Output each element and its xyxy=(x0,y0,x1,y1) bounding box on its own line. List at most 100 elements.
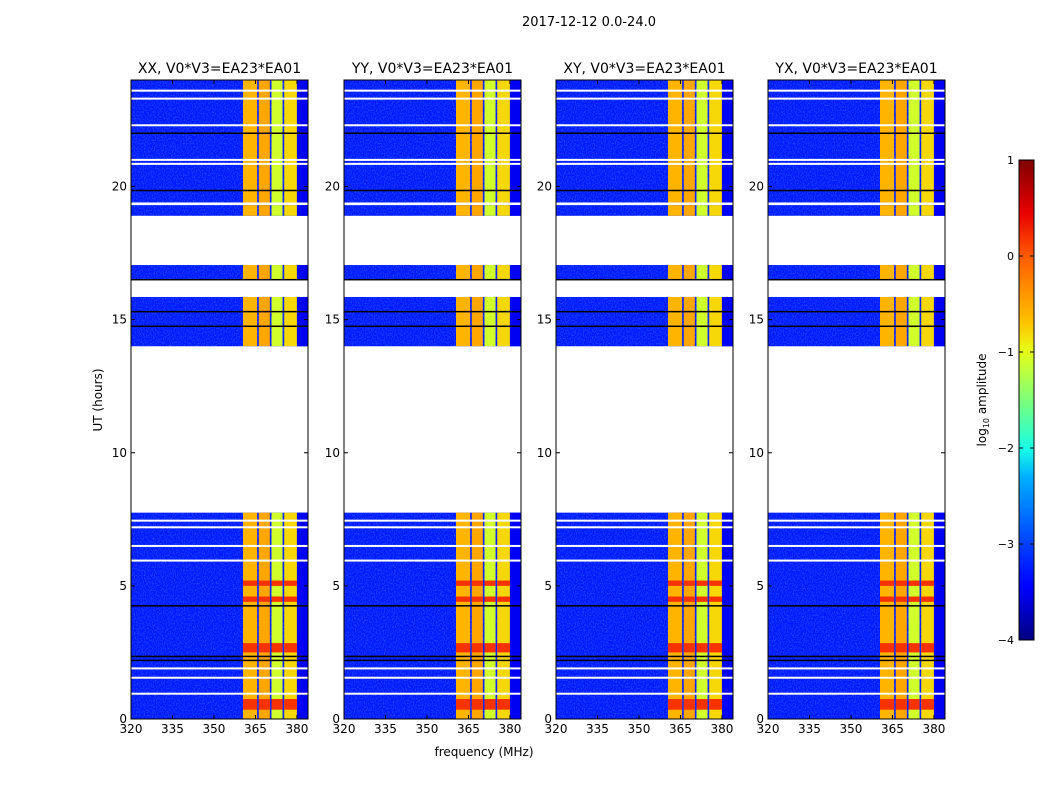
hot-cell xyxy=(271,643,283,653)
flagged-line xyxy=(768,676,945,679)
colorbar-label-sub: 10 xyxy=(982,418,991,428)
hot-cell xyxy=(908,643,920,653)
x-tick-label: 320 xyxy=(545,722,568,736)
rfi-column xyxy=(696,265,708,280)
flagged-line xyxy=(131,559,308,562)
flagged-line xyxy=(768,89,945,92)
y-tick-label: 5 xyxy=(544,579,552,593)
rfi-column xyxy=(908,80,920,203)
hot-cell xyxy=(895,596,907,602)
x-tick-label: 350 xyxy=(203,722,226,736)
rfi-column xyxy=(497,296,510,347)
rfi-column xyxy=(471,205,483,216)
hot-cell xyxy=(921,596,934,602)
hot-cell xyxy=(471,699,483,710)
rfi-column xyxy=(921,265,934,280)
rfi-column xyxy=(683,296,695,347)
rfi-column xyxy=(271,205,283,216)
hot-cell xyxy=(471,580,483,586)
panel-frame xyxy=(555,79,734,720)
y-tick-label: 15 xyxy=(537,313,552,327)
hot-cell xyxy=(456,596,471,602)
flagged-line xyxy=(131,97,308,100)
y-tick-label: 0 xyxy=(756,712,764,726)
hot-cell xyxy=(709,596,722,602)
hot-cell xyxy=(895,643,907,653)
flagged-line xyxy=(556,89,733,92)
zero-line xyxy=(556,310,733,313)
panel-title: YY, V0*V3=EA23*EA01 xyxy=(351,61,513,77)
hot-cell xyxy=(284,643,297,653)
band-edge xyxy=(933,296,945,347)
rfi-column xyxy=(709,205,722,216)
y-tick-label: 20 xyxy=(325,180,340,194)
rfi-column xyxy=(895,265,907,280)
flagged-line xyxy=(556,526,733,529)
hot-cell xyxy=(880,596,895,602)
hot-cell xyxy=(696,699,708,710)
heatmap-area xyxy=(556,80,733,719)
hot-cell xyxy=(880,643,895,653)
zero-line xyxy=(768,310,945,313)
y-tick-label: 5 xyxy=(756,579,764,593)
noise-texture xyxy=(344,205,521,216)
rfi-column xyxy=(284,205,297,216)
band-edge xyxy=(933,205,945,216)
hot-cell xyxy=(456,580,471,586)
hot-cell xyxy=(243,699,258,710)
flagged-line xyxy=(131,124,308,127)
zero-line xyxy=(768,605,945,607)
zero-line xyxy=(131,310,308,313)
rfi-column xyxy=(921,296,934,347)
rfi-column xyxy=(683,80,695,203)
colorbar-label-rest: amplitude xyxy=(975,354,989,418)
hot-cell xyxy=(484,699,496,710)
noise-texture xyxy=(556,205,733,216)
zero-line xyxy=(556,132,733,134)
rfi-column xyxy=(456,205,471,216)
colorbar-tick-label: −1 xyxy=(998,346,1014,359)
hot-cell xyxy=(668,699,683,710)
hot-cell xyxy=(271,596,283,602)
flagged-line xyxy=(344,692,521,695)
flagged-line xyxy=(131,544,308,547)
y-tick-label: 5 xyxy=(119,579,127,593)
panel-2: YY, V0*V3=EA23*EA01 320 335 350 365 380 0 5 10 15… xyxy=(325,61,522,736)
hot-cell xyxy=(284,699,297,710)
rfi-column xyxy=(709,80,722,203)
hot-cell xyxy=(284,596,297,602)
rfi-column xyxy=(683,265,695,280)
flagged-line xyxy=(556,544,733,547)
band-edge xyxy=(509,265,521,280)
band-edge xyxy=(721,265,733,280)
x-tick-label: 335 xyxy=(586,722,609,736)
y-tick-label: 10 xyxy=(749,446,764,460)
colorbar-tick-label: −2 xyxy=(998,442,1014,455)
rfi-column xyxy=(284,512,297,719)
rfi-column xyxy=(709,296,722,347)
flagged-line xyxy=(344,667,521,670)
x-tick-label: 365 xyxy=(669,722,692,736)
hot-cell xyxy=(243,643,258,653)
flagged-line xyxy=(131,89,308,92)
x-tick-label: 380 xyxy=(285,722,308,736)
rfi-column xyxy=(284,265,297,280)
rfi-column xyxy=(895,296,907,347)
rfi-column xyxy=(271,80,283,203)
panel-1: XX, V0*V3=EA23*EA01 320 335 350 365 380 0 5 10 15… xyxy=(112,61,309,736)
zero-line xyxy=(131,132,308,134)
rfi-column xyxy=(456,296,471,347)
flagged-line xyxy=(131,158,308,161)
band-edge xyxy=(296,296,308,347)
zero-line xyxy=(768,655,945,658)
flagged-line xyxy=(768,692,945,695)
x-tick-label: 335 xyxy=(161,722,184,736)
hot-cell xyxy=(258,596,270,602)
zero-line xyxy=(344,310,521,313)
rfi-column xyxy=(908,296,920,347)
colorbar-gradient xyxy=(1018,159,1035,641)
rfi-column xyxy=(709,265,722,280)
flagged-line xyxy=(768,544,945,547)
rfi-column xyxy=(668,265,683,280)
